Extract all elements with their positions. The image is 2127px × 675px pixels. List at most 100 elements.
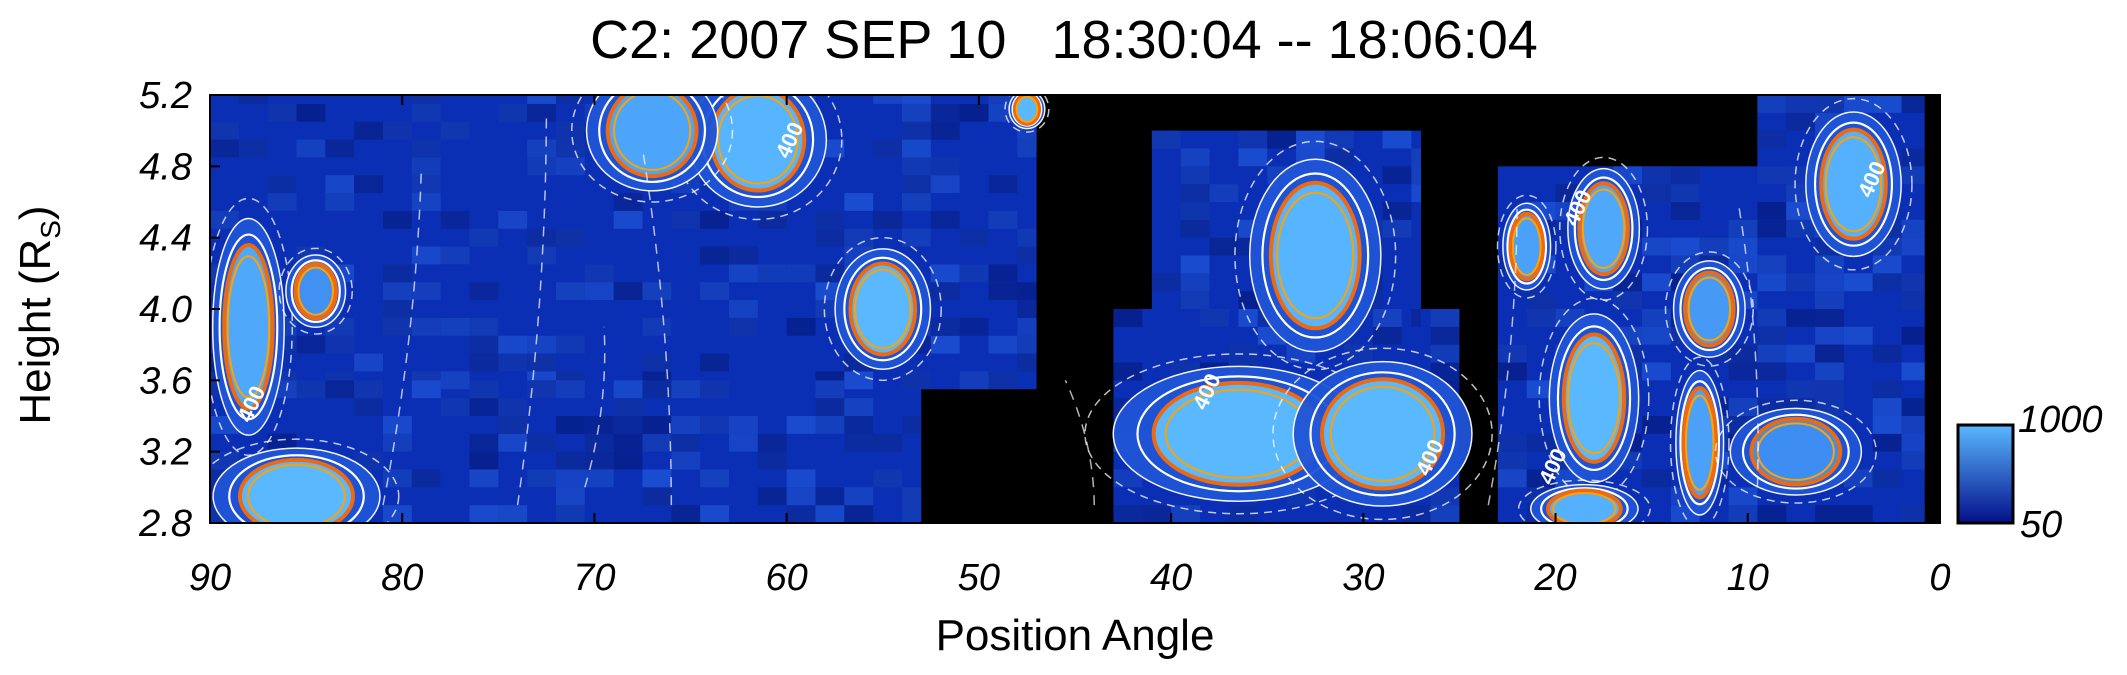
heatmap-cell	[556, 157, 585, 176]
heatmap-cell	[1757, 166, 1787, 185]
heatmap-cell	[411, 380, 441, 399]
x-tick-label: 80	[381, 557, 423, 599]
heatmap-cell	[1872, 95, 1902, 113]
heatmap-cell	[1642, 326, 1671, 345]
y-axis-label-end: )	[11, 205, 60, 220]
heatmap-cell	[1017, 300, 1037, 318]
heatmap-cell	[642, 469, 672, 488]
heatmap-cell	[238, 95, 268, 104]
heatmap-cell	[1151, 130, 1181, 149]
heatmap-cell	[700, 469, 729, 488]
heatmap-cell	[527, 380, 556, 399]
contour-amber	[1756, 422, 1835, 481]
heatmap-cell	[815, 487, 845, 506]
bright-core	[238, 457, 355, 523]
heatmap-cell	[440, 317, 470, 336]
heatmap-cell	[556, 121, 585, 140]
heatmap-cell	[613, 210, 643, 229]
heatmap-cell	[815, 398, 845, 416]
heatmap-cell	[556, 139, 585, 158]
heatmap-cell	[786, 505, 816, 523]
heatmap-cell	[527, 95, 556, 104]
heatmap-cell	[902, 371, 931, 390]
contour-amber	[1684, 394, 1715, 491]
heatmap-cell	[354, 380, 383, 399]
heatmap-cell	[1786, 344, 1816, 363]
heatmap-cell	[1670, 237, 1700, 256]
contour-outer-dashed	[1272, 347, 1493, 521]
contour-white	[1556, 325, 1632, 472]
contour-outer-dashed	[1517, 479, 1651, 523]
heatmap-cell	[1815, 273, 1844, 292]
heatmap-cell	[440, 246, 470, 265]
heatmap-cell	[642, 487, 672, 506]
heatmap-cell	[815, 264, 845, 283]
heatmap-cell	[296, 103, 326, 122]
heatmap-cell	[757, 264, 787, 283]
heatmap-cell	[786, 487, 816, 506]
heatmap-cell	[1017, 282, 1037, 301]
contour-amber	[613, 95, 692, 171]
heatmap-cell	[296, 335, 326, 354]
heatmap-cell	[1017, 335, 1037, 354]
contour-amber	[226, 255, 271, 399]
heatmap-cell	[1430, 326, 1460, 345]
heatmap-cell	[700, 416, 729, 434]
heatmap-cell	[1382, 130, 1412, 149]
x-axis-label: Position Angle	[936, 611, 1215, 660]
heatmap-cell	[1209, 184, 1239, 202]
heatmap-cell	[527, 353, 556, 372]
heatmap-cell	[383, 505, 412, 523]
heatmap-cell	[469, 433, 499, 452]
heatmap-cell	[1526, 433, 1556, 452]
heatmap-cell	[1843, 326, 1873, 345]
heatmap-cell	[1786, 273, 1816, 292]
heatmap-cell	[844, 193, 874, 211]
heatmap-cell	[1872, 380, 1902, 399]
heatmap-cell	[671, 210, 701, 229]
contour-amber	[1015, 95, 1039, 123]
x-tick-label: 90	[189, 557, 231, 599]
heatmap-cell	[527, 335, 556, 354]
heatmap-cell	[1642, 469, 1671, 488]
heatmap-cell	[1199, 309, 1229, 327]
heatmap-cell	[1113, 505, 1143, 523]
heatmap-cell	[729, 300, 758, 318]
heatmap-cell	[325, 380, 355, 399]
contour-amber	[297, 266, 335, 316]
contour-white	[1540, 487, 1629, 523]
heatmap-cell	[238, 139, 268, 158]
heatmap-cell	[1757, 326, 1787, 345]
heatmap-cell	[354, 353, 383, 372]
heatmap-cell	[613, 398, 643, 416]
heatmap-cell	[700, 380, 729, 399]
heatmap-cell	[440, 210, 470, 229]
heatmap-cell	[1382, 219, 1412, 238]
heatmap-cell	[1180, 291, 1210, 309]
heatmap-cell	[1497, 469, 1527, 488]
heatmap-cell	[1113, 362, 1143, 381]
heatmap-cell	[383, 433, 412, 452]
heatmap-cell	[411, 317, 441, 336]
heatmap-cell	[1180, 166, 1210, 185]
heatmap-cell	[1872, 255, 1902, 274]
heatmap-cell	[844, 433, 874, 452]
heatmap-cell	[873, 433, 902, 452]
contour-outer-dashed	[1669, 356, 1730, 523]
heatmap-cell	[642, 380, 672, 399]
heatmap-cell	[1411, 309, 1421, 327]
contour-white	[843, 256, 923, 362]
bright-core	[1268, 180, 1362, 331]
heatmap-cell	[671, 433, 701, 452]
heatmap-cell	[354, 121, 383, 140]
heatmap-cell	[411, 246, 441, 265]
heatmap-cell	[1642, 362, 1671, 381]
heatmap-cell	[527, 433, 556, 452]
heatmap-cell	[671, 505, 701, 523]
heatmap-cell	[556, 95, 585, 104]
heatmap-cell	[1728, 505, 1758, 523]
bright-core	[1561, 332, 1627, 464]
heatmap-cell	[930, 282, 960, 301]
heatmap-cell	[267, 433, 297, 452]
heatmap-cell	[1872, 469, 1902, 488]
